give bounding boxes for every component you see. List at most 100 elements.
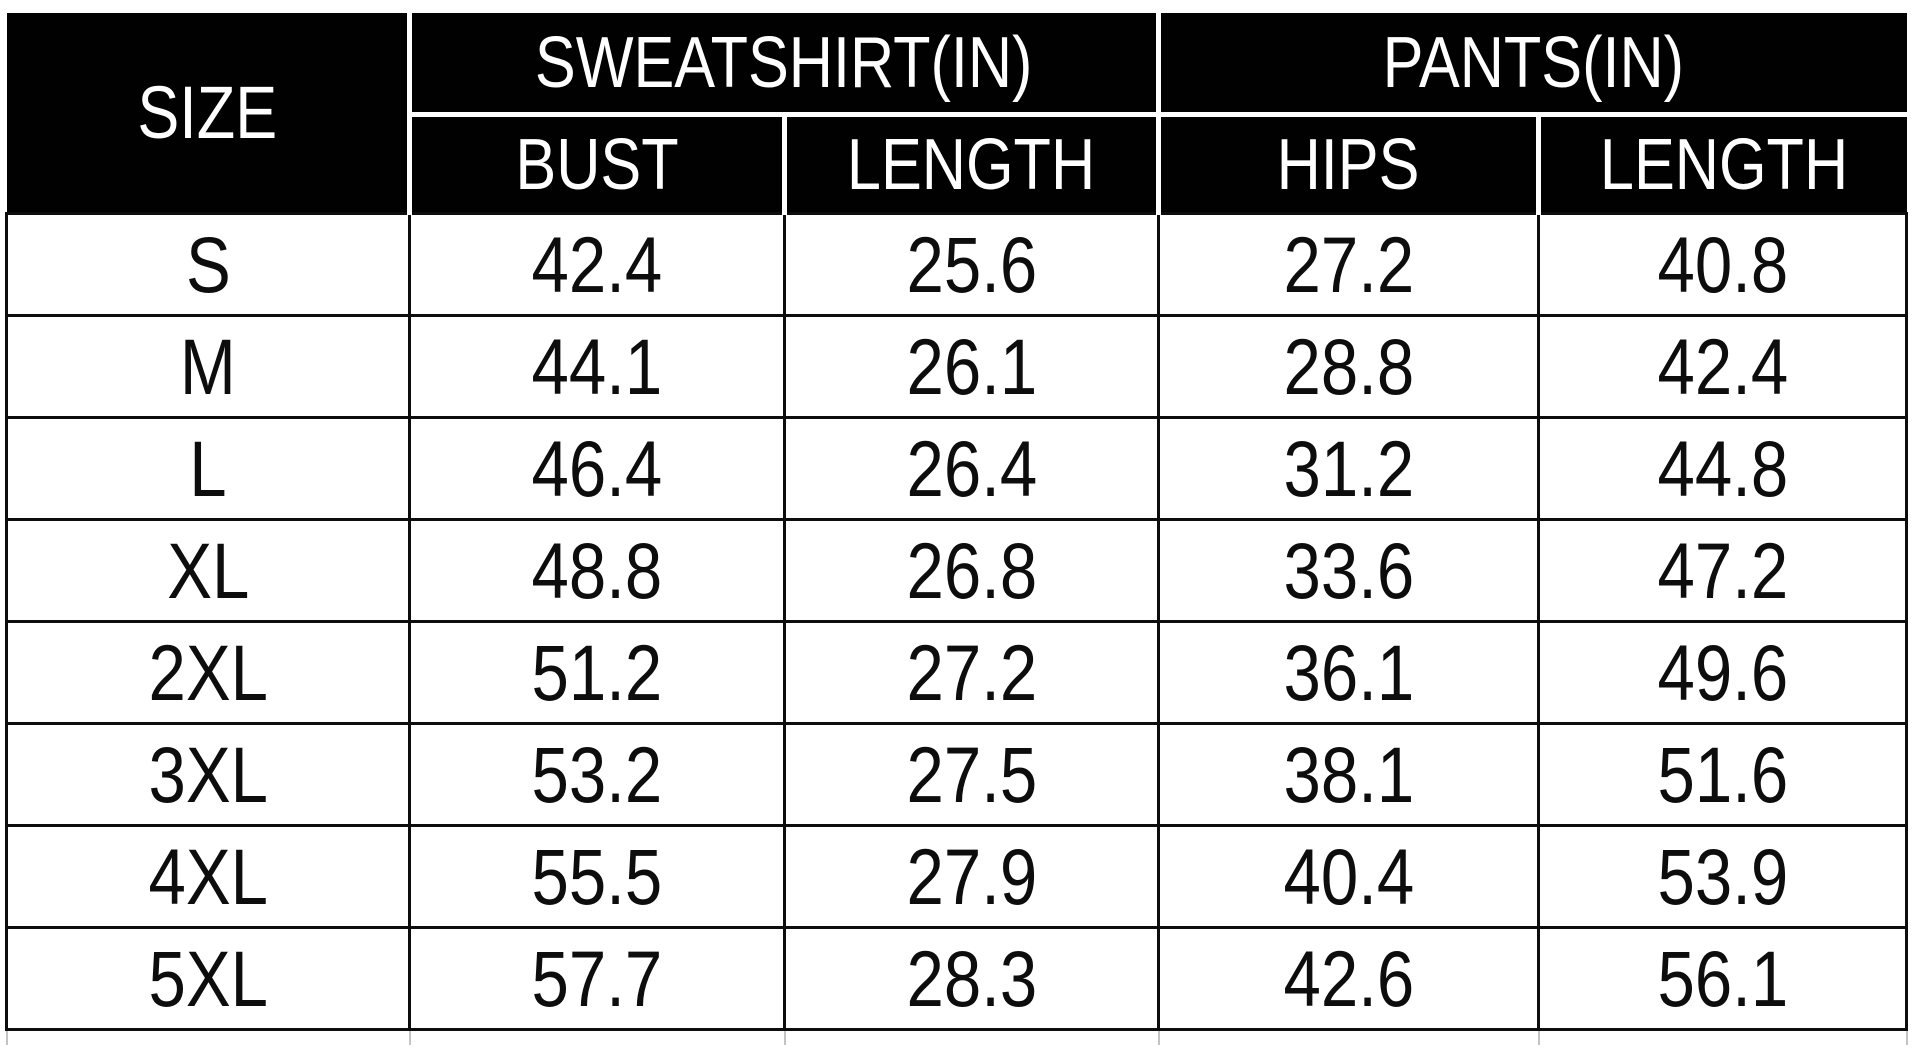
sweatshirt-length-value: 25.6	[906, 219, 1037, 309]
sweatshirt-length-cell: 27.9	[782, 824, 1161, 929]
bust-value: 55.5	[531, 831, 663, 921]
bust-cell: 51.2	[408, 620, 786, 725]
partial-cell	[5, 1029, 411, 1045]
header-pants-length: LENGTH	[1536, 112, 1907, 215]
sweatshirt-length-value: 27.5	[906, 729, 1037, 819]
cropped-partial-row	[5, 1029, 1908, 1045]
sweatshirt-length-value: 26.8	[906, 525, 1037, 615]
hips-cell: 27.2	[1157, 212, 1541, 317]
hips-value: 27.2	[1283, 219, 1414, 309]
header-group-sweatshirt: SWEATSHIRT(IN)	[406, 13, 1159, 117]
bust-value: 46.4	[531, 423, 663, 513]
size-value: 5XL	[148, 933, 268, 1023]
size-cell: 4XL	[5, 824, 411, 929]
size-value: S	[185, 219, 231, 309]
sweatshirt-length-cell: 25.6	[782, 212, 1161, 317]
pants-length-value: 56.1	[1657, 933, 1788, 1023]
header-sweatshirt-length-label: LENGTH	[847, 124, 1096, 205]
header-hips: HIPS	[1156, 112, 1539, 215]
table-row: 4XL 55.5 27.9 40.4 53.9	[5, 824, 1909, 929]
sweatshirt-length-cell: 26.4	[782, 416, 1161, 521]
sweatshirt-length-value: 28.3	[906, 933, 1037, 1023]
table-body: S 42.4 25.6 27.2 40.8 M 44.1 26.1 28.8 4…	[5, 212, 1909, 1045]
pants-length-value: 44.8	[1657, 423, 1788, 513]
bust-value: 44.1	[531, 321, 663, 411]
sweatshirt-length-cell: 26.1	[782, 314, 1161, 419]
hips-value: 28.8	[1283, 321, 1414, 411]
pants-length-cell: 42.4	[1537, 314, 1909, 419]
pants-length-value: 47.2	[1657, 525, 1788, 615]
size-value: 2XL	[148, 627, 268, 717]
pants-length-cell: 47.2	[1537, 518, 1909, 623]
table-row: 3XL 53.2 27.5 38.1 51.6	[5, 722, 1909, 827]
partial-cell	[408, 1029, 786, 1045]
hips-cell: 31.2	[1157, 416, 1541, 521]
size-value: L	[189, 423, 227, 513]
pants-length-cell: 53.9	[1537, 824, 1909, 929]
sweatshirt-length-cell: 27.5	[782, 722, 1161, 827]
bust-value: 42.4	[531, 219, 663, 309]
header-hips-label: HIPS	[1277, 124, 1420, 205]
bust-value: 51.2	[531, 627, 663, 717]
table-row: 5XL 57.7 28.3 42.6 56.1	[5, 926, 1909, 1031]
pants-length-value: 49.6	[1657, 627, 1788, 717]
header-group-pants: PANTS(IN)	[1156, 13, 1907, 117]
sweatshirt-length-cell: 27.2	[782, 620, 1161, 725]
table-row: L 46.4 26.4 31.2 44.8	[5, 416, 1909, 521]
header-group-sweatshirt-label: SWEATSHIRT(IN)	[535, 22, 1033, 103]
pants-length-value: 51.6	[1657, 729, 1788, 819]
pants-length-cell: 56.1	[1537, 926, 1909, 1031]
header-bust: BUST	[407, 112, 785, 215]
size-cell: 3XL	[5, 722, 411, 827]
header-bust-label: BUST	[515, 124, 679, 205]
size-cell: 5XL	[5, 926, 411, 1031]
hips-value: 40.4	[1283, 831, 1414, 921]
bust-value: 48.8	[531, 525, 663, 615]
bust-cell: 46.4	[408, 416, 786, 521]
header-sweatshirt-length: LENGTH	[781, 112, 1159, 215]
partial-cell	[1157, 1029, 1540, 1045]
table-row: M 44.1 26.1 28.8 42.4	[5, 314, 1909, 419]
sweatshirt-length-cell: 28.3	[782, 926, 1161, 1031]
sweatshirt-length-value: 26.4	[906, 423, 1037, 513]
table-row: S 42.4 25.6 27.2 40.8	[5, 212, 1909, 317]
hips-cell: 36.1	[1157, 620, 1541, 725]
bust-cell: 55.5	[408, 824, 786, 929]
bust-value: 57.7	[531, 933, 663, 1023]
pants-length-value: 40.8	[1657, 219, 1788, 309]
size-cell: L	[5, 416, 411, 521]
header-size-label: SIZE	[136, 71, 277, 154]
header-sub-row: BUST LENGTH HIPS LENGTH	[7, 112, 1907, 215]
header-group-pants-label: PANTS(IN)	[1383, 22, 1685, 103]
sweatshirt-length-value: 26.1	[906, 321, 1037, 411]
hips-cell: 40.4	[1157, 824, 1541, 929]
pants-length-value: 42.4	[1657, 321, 1788, 411]
header-group-row: SIZE SWEATSHIRT(IN) PANTS(IN)	[6, 13, 1907, 215]
sweatshirt-length-value: 27.9	[906, 831, 1037, 921]
sweatshirt-length-value: 27.2	[906, 627, 1037, 717]
bust-cell: 42.4	[408, 212, 786, 317]
size-cell: S	[5, 212, 411, 317]
sweatshirt-length-cell: 26.8	[782, 518, 1161, 623]
table-row: XL 48.8 26.8 33.6 47.2	[5, 518, 1909, 623]
partial-cell	[783, 1029, 1160, 1045]
pants-length-value: 53.9	[1657, 831, 1788, 921]
hips-value: 38.1	[1283, 729, 1414, 819]
header-size: SIZE	[6, 13, 412, 215]
partial-cell	[1537, 1029, 1908, 1045]
pants-length-cell: 51.6	[1537, 722, 1909, 827]
hips-value: 36.1	[1283, 627, 1414, 717]
header-pants-length-label: LENGTH	[1599, 124, 1848, 205]
bust-value: 53.2	[531, 729, 663, 819]
bust-cell: 57.7	[408, 926, 786, 1031]
size-cell: M	[5, 314, 411, 419]
size-cell: 2XL	[5, 620, 411, 725]
hips-value: 31.2	[1283, 423, 1414, 513]
size-value: 4XL	[148, 831, 268, 921]
bust-cell: 44.1	[408, 314, 786, 419]
size-value: M	[180, 321, 236, 411]
pants-length-cell: 44.8	[1537, 416, 1909, 521]
size-value: 3XL	[148, 729, 268, 819]
table-header: SIZE SWEATSHIRT(IN) PANTS(IN) BUST LENGT…	[6, 13, 1907, 215]
size-chart-table: SIZE SWEATSHIRT(IN) PANTS(IN) BUST LENGT…	[5, 13, 1909, 1045]
